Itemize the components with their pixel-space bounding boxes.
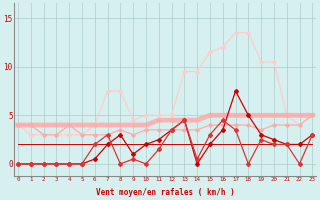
X-axis label: Vent moyen/en rafales ( km/h ): Vent moyen/en rafales ( km/h ) [96, 188, 235, 197]
